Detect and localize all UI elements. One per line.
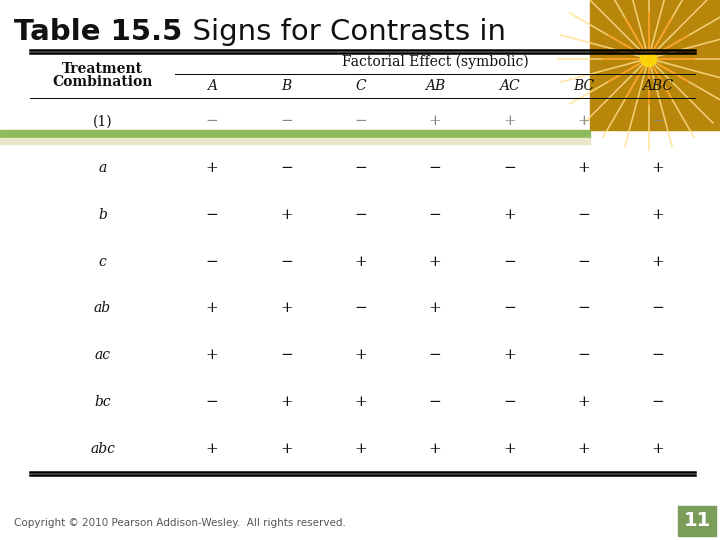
Text: −: − [206, 208, 218, 222]
Text: −: − [577, 348, 590, 362]
Text: −: − [577, 301, 590, 315]
Text: +: + [428, 301, 441, 315]
Text: +: + [652, 161, 665, 175]
Text: +: + [280, 301, 293, 315]
Text: −: − [354, 114, 367, 129]
Text: −: − [354, 161, 367, 175]
Text: +: + [577, 395, 590, 409]
Text: (1): (1) [93, 114, 112, 129]
Text: ac: ac [94, 348, 110, 362]
Bar [0, 130, 590, 138]
Text: −: − [280, 348, 293, 362]
Text: +: + [206, 301, 218, 315]
Text: a: a [99, 161, 107, 175]
Text: BC: BC [573, 79, 594, 93]
Text: −: − [280, 114, 293, 129]
Text: bc: bc [94, 395, 111, 409]
Text: Combination: Combination [53, 75, 153, 89]
Text: +: + [354, 255, 367, 268]
Text: +: + [577, 161, 590, 175]
Text: Table 15.5: Table 15.5 [14, 18, 182, 46]
Text: −: − [577, 208, 590, 222]
Text: +: + [354, 442, 367, 456]
Text: +: + [652, 255, 665, 268]
Text: AC: AC [499, 79, 520, 93]
Text: −: − [503, 395, 516, 409]
Text: −: − [652, 348, 665, 362]
Text: +: + [428, 114, 441, 129]
Text: −: − [280, 255, 293, 268]
Text: B: B [282, 79, 292, 93]
Text: ABC: ABC [642, 79, 673, 93]
Text: +: + [280, 442, 293, 456]
Text: −: − [354, 301, 367, 315]
Text: +: + [206, 161, 218, 175]
Bar [0, 138, 590, 144]
Bar [590, 0, 720, 130]
Text: AB: AB [425, 79, 445, 93]
Text: +: + [206, 442, 218, 456]
Bar [0, 0, 720, 130]
Text: Treatment: Treatment [62, 62, 143, 76]
Text: +: + [354, 348, 367, 362]
Text: +: + [428, 255, 441, 268]
Text: +: + [577, 442, 590, 456]
Text: +: + [652, 442, 665, 456]
Text: +: + [428, 442, 441, 456]
Text: +: + [503, 208, 516, 222]
Text: c: c [99, 255, 107, 268]
Text: −: − [280, 161, 293, 175]
Text: −: − [652, 301, 665, 315]
Text: −: − [206, 255, 218, 268]
Text: Factorial Effect (symbolic): Factorial Effect (symbolic) [341, 55, 528, 69]
Text: +: + [577, 114, 590, 129]
Text: −: − [503, 161, 516, 175]
Text: +: + [503, 442, 516, 456]
Text: −: − [206, 114, 218, 129]
Text: −: − [577, 255, 590, 268]
Text: −: − [206, 395, 218, 409]
Text: −: − [354, 208, 367, 222]
Text: 11: 11 [683, 511, 711, 530]
Text: +: + [503, 114, 516, 129]
Text: −: − [503, 255, 516, 268]
Text: −: − [652, 114, 665, 129]
Text: +: + [354, 395, 367, 409]
Text: Signs for Contrasts in: Signs for Contrasts in [174, 18, 506, 46]
Text: −: − [428, 348, 441, 362]
Text: −: − [652, 395, 665, 409]
Circle shape [641, 51, 657, 66]
Text: +: + [503, 348, 516, 362]
Text: −: − [503, 301, 516, 315]
Text: −: − [428, 208, 441, 222]
Text: −: − [428, 395, 441, 409]
Bar [678, 506, 716, 536]
Text: +: + [206, 348, 218, 362]
Text: Copyright © 2010 Pearson Addison-Wesley.  All rights reserved.: Copyright © 2010 Pearson Addison-Wesley.… [14, 518, 346, 528]
Text: b: b [98, 208, 107, 222]
Text: −: − [428, 161, 441, 175]
Text: +: + [280, 395, 293, 409]
Text: +: + [280, 208, 293, 222]
Text: C: C [356, 79, 366, 93]
Text: abc: abc [90, 442, 115, 456]
Text: +: + [652, 208, 665, 222]
Text: A: A [207, 79, 217, 93]
Text: ab: ab [94, 301, 111, 315]
